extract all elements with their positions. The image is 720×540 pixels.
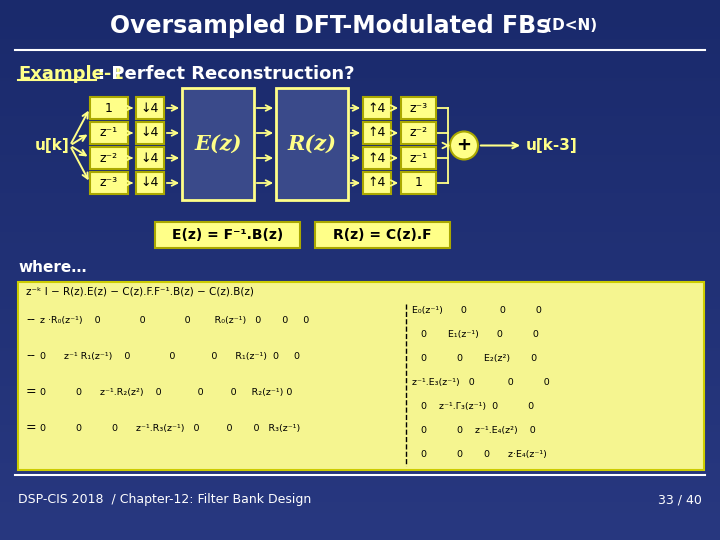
FancyBboxPatch shape — [363, 97, 391, 119]
Text: z⁻¹: z⁻¹ — [410, 152, 428, 165]
FancyBboxPatch shape — [401, 97, 436, 119]
Text: =: = — [26, 386, 37, 399]
FancyBboxPatch shape — [90, 97, 128, 119]
Text: z⁻³: z⁻³ — [410, 102, 428, 114]
Text: ↓4: ↓4 — [141, 126, 159, 139]
Text: --: -- — [26, 314, 35, 327]
Text: E(z) = F⁻¹.B(z): E(z) = F⁻¹.B(z) — [172, 228, 283, 242]
Text: ↑4: ↑4 — [368, 152, 386, 165]
Text: ↑4: ↑4 — [368, 126, 386, 139]
Text: 0          0          0      z⁻¹.R₃(z⁻¹)   0         0       0   R₃(z⁻¹): 0 0 0 z⁻¹.R₃(z⁻¹) 0 0 0 R₃(z⁻¹) — [40, 423, 300, 433]
FancyBboxPatch shape — [136, 122, 164, 144]
Text: ↑4: ↑4 — [368, 102, 386, 114]
Text: ↓4: ↓4 — [141, 102, 159, 114]
FancyBboxPatch shape — [136, 147, 164, 169]
FancyBboxPatch shape — [182, 88, 254, 200]
Text: 0          0       0      z·E₄(z⁻¹): 0 0 0 z·E₄(z⁻¹) — [412, 449, 547, 458]
Text: z⁻¹: z⁻¹ — [100, 126, 118, 139]
FancyBboxPatch shape — [136, 172, 164, 194]
Text: =: = — [26, 422, 37, 435]
Text: where…: where… — [18, 260, 86, 275]
Text: DSP-CIS 2018  / Chapter-12: Filter Bank Design: DSP-CIS 2018 / Chapter-12: Filter Bank D… — [18, 494, 311, 507]
Text: E₀(z⁻¹)      0           0          0: E₀(z⁻¹) 0 0 0 — [412, 306, 542, 314]
Text: (D<N): (D<N) — [540, 18, 597, 33]
Text: u[k]: u[k] — [35, 138, 69, 153]
FancyBboxPatch shape — [276, 88, 348, 200]
Text: z⁻²: z⁻² — [100, 152, 118, 165]
FancyBboxPatch shape — [363, 122, 391, 144]
Text: 0          0      z⁻¹.R₂(z²)    0            0         0     R₂(z⁻¹) 0: 0 0 z⁻¹.R₂(z²) 0 0 0 R₂(z⁻¹) 0 — [40, 388, 292, 396]
Text: z⁻ᵏ I − R(z).E(z) − C(z).F.F⁻¹.B(z) − C(z).B(z): z⁻ᵏ I − R(z).E(z) − C(z).F.F⁻¹.B(z) − C(… — [26, 287, 254, 297]
FancyBboxPatch shape — [315, 222, 450, 248]
Text: z⁻²: z⁻² — [410, 126, 428, 139]
Text: R(z) = C(z).F: R(z) = C(z).F — [333, 228, 432, 242]
FancyBboxPatch shape — [90, 172, 128, 194]
Text: +: + — [456, 137, 472, 154]
Text: --: -- — [26, 349, 35, 362]
Text: 0       E₁(z⁻¹)      0          0: 0 E₁(z⁻¹) 0 0 — [412, 329, 539, 339]
FancyBboxPatch shape — [363, 172, 391, 194]
Text: 0          0       E₂(z²)       0: 0 0 E₂(z²) 0 — [412, 354, 537, 362]
Text: ↓4: ↓4 — [141, 177, 159, 190]
Text: 1: 1 — [105, 102, 113, 114]
Circle shape — [450, 132, 478, 159]
Text: : Perfect Reconstruction?: : Perfect Reconstruction? — [98, 65, 354, 83]
Text: ↑4: ↑4 — [368, 177, 386, 190]
FancyBboxPatch shape — [401, 122, 436, 144]
FancyBboxPatch shape — [363, 147, 391, 169]
Text: 0    z⁻¹.Γ₃(z⁻¹)  0          0: 0 z⁻¹.Γ₃(z⁻¹) 0 0 — [412, 402, 534, 410]
FancyBboxPatch shape — [90, 147, 128, 169]
Text: 33 / 40: 33 / 40 — [658, 494, 702, 507]
Text: z⁻¹.E₃(z⁻¹)   0           0          0: z⁻¹.E₃(z⁻¹) 0 0 0 — [412, 377, 550, 387]
FancyBboxPatch shape — [155, 222, 300, 248]
FancyBboxPatch shape — [90, 122, 128, 144]
FancyBboxPatch shape — [401, 172, 436, 194]
Text: z⁻³: z⁻³ — [100, 177, 118, 190]
Text: 0          0    z⁻¹.E₄(z²)    0: 0 0 z⁻¹.E₄(z²) 0 — [412, 426, 536, 435]
Text: E(z): E(z) — [194, 134, 242, 154]
FancyBboxPatch shape — [401, 147, 436, 169]
Text: ↓4: ↓4 — [141, 152, 159, 165]
Text: R(z): R(z) — [287, 134, 336, 154]
Text: u[k-3]: u[k-3] — [526, 138, 577, 153]
Text: 1: 1 — [415, 177, 423, 190]
FancyBboxPatch shape — [18, 282, 704, 470]
Text: Example-1: Example-1 — [18, 65, 124, 83]
Text: Oversampled DFT-Modulated FBs: Oversampled DFT-Modulated FBs — [110, 14, 550, 38]
Text: 0      z⁻¹ R₁(z⁻¹)    0             0            0      R₁(z⁻¹)  0     0: 0 z⁻¹ R₁(z⁻¹) 0 0 0 R₁(z⁻¹) 0 0 — [40, 352, 300, 361]
Text: z ·R₀(z⁻¹)    0             0             0        R₀(z⁻¹)   0       0     0: z ·R₀(z⁻¹) 0 0 0 R₀(z⁻¹) 0 0 0 — [40, 315, 310, 325]
FancyBboxPatch shape — [136, 97, 164, 119]
